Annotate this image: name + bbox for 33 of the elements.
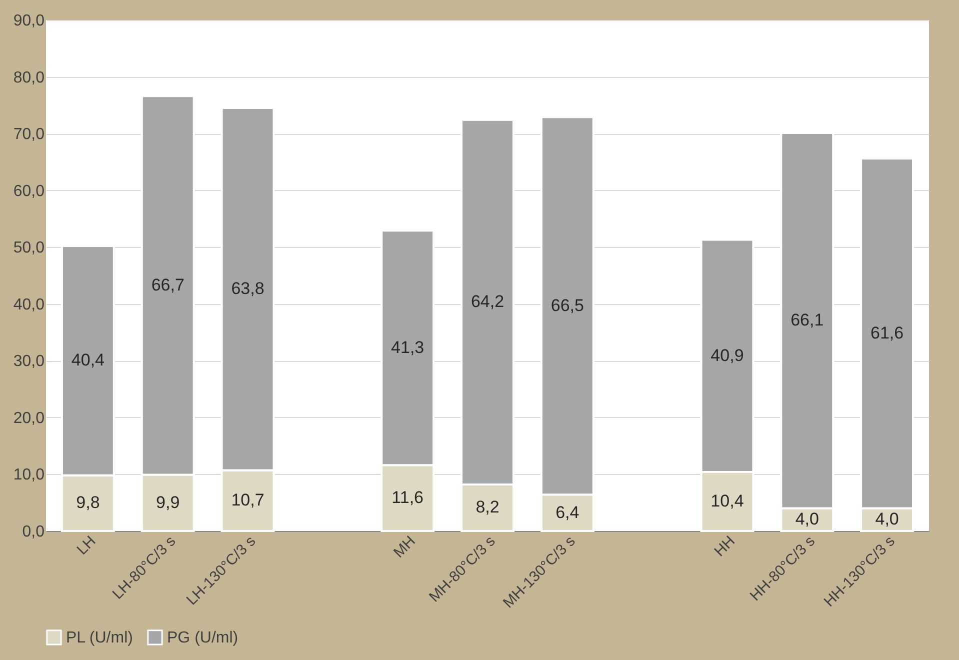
data-label: 66,1 [790, 310, 824, 330]
data-label: 10,4 [710, 491, 744, 510]
x-tick-label: LH [74, 532, 100, 558]
data-label: 40,4 [71, 350, 104, 370]
data-label: 66,7 [151, 275, 184, 294]
x-tick-label: MH [390, 532, 419, 562]
data-label: 66,5 [550, 296, 584, 315]
data-label: 4,0 [875, 510, 899, 529]
legend-label: PG (U/ml) [167, 629, 238, 646]
data-label: 64,2 [470, 292, 504, 312]
data-label: 9,8 [76, 493, 100, 512]
data-label: 6,4 [556, 502, 580, 522]
y-tick-label: 80,0 [13, 69, 45, 86]
data-label: 8,2 [476, 498, 500, 517]
y-tick-label: 50,0 [13, 240, 45, 257]
y-tick-label: 30,0 [13, 353, 45, 370]
y-tick-label: 10,0 [13, 466, 45, 484]
data-label: 61,6 [870, 323, 904, 342]
legend-label: PL (U/ml) [66, 629, 133, 646]
y-tick-label: 0,0 [22, 524, 45, 540]
data-label: 4,0 [795, 510, 819, 529]
data-label: 41,3 [391, 338, 424, 357]
data-label: 10,7 [231, 490, 264, 510]
data-label: 40,9 [710, 346, 744, 365]
y-tick-label: 60,0 [13, 182, 45, 200]
y-tick-label: 70,0 [13, 126, 45, 144]
y-tick-label: 20,0 [13, 410, 45, 427]
x-tick-label: HH [711, 532, 739, 560]
data-label: 11,6 [392, 488, 424, 508]
data-label: 9,9 [156, 492, 180, 512]
data-label: 63,8 [231, 279, 264, 298]
y-tick-label: 90,0 [13, 12, 45, 30]
y-tick-label: 40,0 [13, 296, 45, 314]
